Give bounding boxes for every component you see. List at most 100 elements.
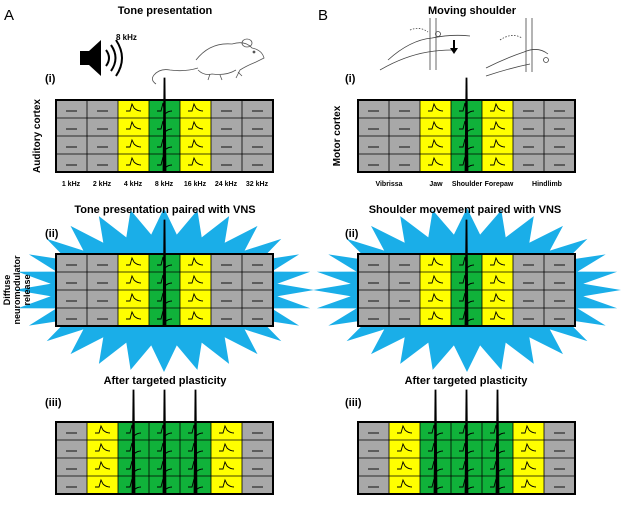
evoked-response-trace: [95, 478, 111, 488]
evoked-response-trace: [126, 138, 142, 148]
evoked-response-trace: [490, 292, 506, 302]
evoked-response-trace: [219, 424, 235, 434]
motor-region-labels: Vibrissa Jaw Shoulder Forepaw Hindlimb: [375, 181, 562, 188]
motor-cortex-label: Motor cortex: [332, 105, 343, 166]
evoked-response-trace: [126, 156, 142, 166]
evoked-response-trace: [219, 460, 235, 470]
rat-icon: [152, 38, 265, 85]
freq-label-6: 24 kHz: [215, 181, 238, 188]
evoked-response-trace: [126, 256, 142, 266]
evoked-response-trace: [428, 310, 444, 320]
evoked-response-trace: [397, 424, 413, 434]
panel-b-roman-i: (i): [345, 73, 356, 85]
evoked-response-trace: [188, 138, 204, 148]
spike-trace: [131, 389, 136, 495]
evoked-response-trace: [490, 156, 506, 166]
panel-b-roman-iii: (iii): [345, 397, 362, 409]
evoked-response-trace: [126, 102, 142, 112]
evoked-response-trace: [95, 460, 111, 470]
speaker-frequency-label: 8 kHz: [116, 33, 137, 42]
evoked-response-trace: [428, 274, 444, 284]
panel-a-roman-i: (i): [45, 73, 56, 85]
freq-label-5: 16 kHz: [184, 181, 207, 188]
spike-trace: [162, 219, 167, 327]
evoked-response-trace: [219, 442, 235, 452]
evoked-response-trace: [188, 120, 204, 130]
grid-a-i: [55, 77, 274, 173]
speaker-icon: [80, 39, 123, 77]
evoked-response-trace: [428, 138, 444, 148]
release-label: Diffuse neuromodulator release: [2, 255, 32, 324]
region-label-vibrissa: Vibrissa: [375, 181, 402, 188]
evoked-response-trace: [428, 292, 444, 302]
spike-trace: [162, 389, 167, 495]
evoked-response-trace: [219, 478, 235, 488]
release-label-line-1: Diffuse: [2, 275, 12, 306]
evoked-response-trace: [397, 460, 413, 470]
evoked-response-trace: [428, 156, 444, 166]
evoked-response-trace: [188, 156, 204, 166]
panel-a-title: Tone presentation: [118, 5, 213, 17]
shoulder-movement-icon: [379, 18, 549, 77]
spike-trace: [464, 389, 469, 495]
evoked-response-trace: [188, 256, 204, 266]
panel-a-letter: A: [4, 7, 14, 24]
evoked-response-trace: [428, 120, 444, 130]
region-label-shoulder: Shoulder: [452, 181, 483, 188]
evoked-response-trace: [126, 310, 142, 320]
spike-trace: [433, 389, 438, 495]
evoked-response-trace: [188, 102, 204, 112]
release-label-line-2: neuromodulator: [12, 255, 22, 324]
down-arrow-icon: [450, 40, 458, 54]
region-label-forepaw: Forepaw: [485, 181, 514, 188]
evoked-response-trace: [521, 442, 537, 452]
evoked-response-trace: [490, 102, 506, 112]
evoked-response-trace: [95, 424, 111, 434]
freq-label-3: 4 kHz: [124, 181, 143, 188]
spike-trace: [464, 77, 469, 173]
spike-trace: [495, 389, 500, 495]
freq-label-1: 1 kHz: [62, 181, 81, 188]
evoked-response-trace: [490, 310, 506, 320]
grid-b-iii: [357, 389, 576, 495]
panel-b-roman-ii: (ii): [345, 228, 359, 240]
evoked-response-trace: [188, 310, 204, 320]
evoked-response-trace: [490, 138, 506, 148]
panel-b-after-title: After targeted plasticity: [405, 375, 529, 387]
panel-a-roman-iii: (iii): [45, 397, 62, 409]
grid-b-i: [357, 77, 576, 173]
evoked-response-trace: [397, 478, 413, 488]
grid-a-iii: [55, 389, 274, 495]
evoked-response-trace: [490, 274, 506, 284]
evoked-response-trace: [490, 120, 506, 130]
freq-label-2: 2 kHz: [93, 181, 112, 188]
evoked-response-trace: [188, 292, 204, 302]
evoked-response-trace: [95, 442, 111, 452]
panel-b-letter: B: [318, 7, 328, 24]
release-label-line-3: release: [22, 274, 32, 305]
panel-b-vns-title: Shoulder movement paired with VNS: [369, 204, 562, 216]
evoked-response-trace: [188, 274, 204, 284]
freq-label-7: 32 kHz: [246, 181, 269, 188]
panel-a-roman-ii: (ii): [45, 228, 59, 240]
evoked-response-trace: [521, 478, 537, 488]
evoked-response-trace: [126, 292, 142, 302]
panel-a-vns-title: Tone presentation paired with VNS: [74, 204, 255, 216]
freq-label-4: 8 kHz: [155, 181, 174, 188]
evoked-response-trace: [490, 256, 506, 266]
panel-a-after-title: After targeted plasticity: [104, 375, 228, 387]
evoked-response-trace: [521, 460, 537, 470]
spike-trace: [464, 219, 469, 327]
frequency-labels: 1 kHz 2 kHz 4 kHz 8 kHz 16 kHz 24 kHz 32…: [62, 181, 269, 188]
grid-a-ii: [55, 219, 274, 327]
region-label-hindlimb: Hindlimb: [532, 181, 562, 188]
panel-b-title: Moving shoulder: [428, 5, 517, 17]
grid-b-ii: [357, 219, 576, 327]
evoked-response-trace: [126, 274, 142, 284]
spike-trace: [162, 77, 167, 173]
spike-trace: [193, 389, 198, 495]
evoked-response-trace: [428, 102, 444, 112]
evoked-response-trace: [428, 256, 444, 266]
region-label-jaw: Jaw: [429, 181, 443, 188]
